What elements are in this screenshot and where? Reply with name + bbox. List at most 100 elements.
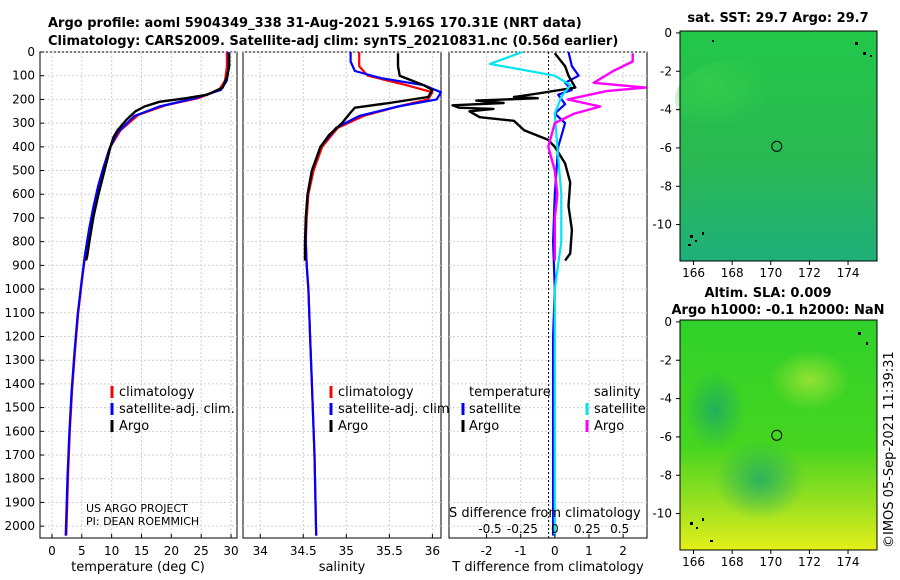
x2-tick-label: 0 xyxy=(551,522,559,536)
map-x-tick-label: 168 xyxy=(721,555,744,569)
depth-tick-label: 700 xyxy=(12,211,35,225)
salinity-xlabel: salinity xyxy=(319,560,366,575)
map-x-tick-label: 174 xyxy=(837,555,860,569)
sla-frame xyxy=(679,319,878,551)
depth-tick-label: 1400 xyxy=(4,377,35,391)
difference-grid xyxy=(449,51,647,538)
t-difference-xlabel: T difference from climatology xyxy=(451,560,644,575)
x-tick-label: 15 xyxy=(134,544,149,558)
sla-map-title: Altim. SLA: 0.009 xyxy=(705,286,832,301)
depth-tick-label: 500 xyxy=(12,164,35,178)
map-y-tick-label: -4 xyxy=(660,103,672,117)
legend-salinity-title: salinity xyxy=(594,385,641,400)
sst-warm-patch xyxy=(675,60,795,140)
depth-tick-label: 1100 xyxy=(4,306,35,320)
depth-tick-label: 1900 xyxy=(4,495,35,509)
depth-tick-label: 300 xyxy=(12,116,35,130)
map-x-tick-label: 172 xyxy=(798,555,821,569)
x-tick-label: 35 xyxy=(339,544,354,558)
x-tick-label: 35.5 xyxy=(376,544,403,558)
salinity-panel: 34 34.5 35 35.5 36 salinity climatology sate… xyxy=(242,51,454,575)
x2-tick-label: -0.25 xyxy=(507,522,538,536)
figure-title-line2: Climatology: CARS2009. Satellite-adj cli… xyxy=(48,34,618,49)
legend-t-argo: Argo xyxy=(469,419,499,434)
sla-low-patch xyxy=(715,440,805,520)
salinity-xticks: 34 34.5 35 35.5 36 xyxy=(253,534,440,558)
salinity-lines xyxy=(303,52,443,536)
t-difference-xticks: -2 -1 0 1 2 xyxy=(481,534,627,558)
series-t-satellite xyxy=(551,51,580,536)
project-credit: US ARGO PROJECT xyxy=(86,502,188,515)
map-y-tick-label: -2 xyxy=(660,64,672,78)
temperature-legend: climatology satellite-adj. clim. Argo xyxy=(110,385,235,434)
depth-tick-label: 0 xyxy=(27,45,35,59)
series-t-argo xyxy=(451,52,577,262)
sla-map-ticks: 166 168 170 172 174 0 -2 -4 -6 -8 -10 xyxy=(652,315,859,569)
sla-map-panel: Altim. SLA: 0.009 Argo h1000: -0.1 h2000… xyxy=(652,286,884,569)
pi-credit: PI: DEAN ROEMMICH xyxy=(86,515,199,528)
sst-map-title: sat. SST: 29.7 Argo: 29.7 xyxy=(687,11,868,26)
depth-ticks: 0 100 200 300 400 500 600 700 800 900 1000 1100 1200… xyxy=(4,45,44,533)
x-tick-label: 34 xyxy=(253,544,268,558)
temperature-lines xyxy=(64,52,231,536)
x2-tick-label: 0.25 xyxy=(574,522,601,536)
depth-tick-label: 800 xyxy=(12,235,35,249)
sla-low-patch-west xyxy=(685,370,745,450)
legend-temperature-title: temperature xyxy=(469,385,551,400)
salinity-legend: climatology satellite-adj. clim. Argo xyxy=(329,385,454,434)
map-y-tick-label: -6 xyxy=(660,430,672,444)
map-x-tick-label: 170 xyxy=(759,555,782,569)
map-x-tick-label: 168 xyxy=(721,266,744,280)
sst-map-panel: sat. SST: 29.7 Argo: 29.7 166 168 170 172 17… xyxy=(652,11,878,280)
depth-tick-label: 900 xyxy=(12,258,35,272)
series-argo xyxy=(303,53,434,261)
depth-tick-label: 600 xyxy=(12,187,35,201)
depth-tick-label: 1700 xyxy=(4,448,35,462)
map-x-tick-label: 170 xyxy=(759,266,782,280)
x-tick-label: 0 xyxy=(551,544,559,558)
map-y-tick-label: 0 xyxy=(664,315,672,329)
sst-frame xyxy=(679,30,878,262)
difference-legend: temperature salinity satellite Argo sate… xyxy=(461,385,646,434)
legend-satellite: satellite-adj. clim. xyxy=(119,402,235,417)
x-tick-label: -2 xyxy=(481,544,493,558)
x-tick-label: 25 xyxy=(194,544,209,558)
difference-panel: -2 -1 0 1 2 -0.5 -0.25 0 0.25 0.5 S difference f… xyxy=(448,50,648,575)
map-x-tick-label: 172 xyxy=(798,266,821,280)
x-tick-label: 34.5 xyxy=(290,544,317,558)
x-tick-label: 2 xyxy=(619,544,627,558)
legend-argo: Argo xyxy=(119,419,149,434)
salinity-grid xyxy=(243,51,441,538)
depth-tick-label: 2000 xyxy=(4,519,35,533)
x-tick-label: 36 xyxy=(425,544,440,558)
map-y-tick-label: -10 xyxy=(652,507,672,521)
x-tick-label: 5 xyxy=(78,544,86,558)
x2-tick-label: -0.5 xyxy=(478,522,501,536)
legend-argo: Argo xyxy=(338,419,368,434)
x-tick-label: 30 xyxy=(223,544,238,558)
depth-tick-label: 100 xyxy=(12,69,35,83)
legend-s-argo: Argo xyxy=(594,419,624,434)
legend-t-satellite: satellite xyxy=(469,402,521,417)
x-tick-label: 1 xyxy=(585,544,593,558)
map-x-tick-label: 166 xyxy=(682,266,705,280)
map-y-tick-label: -10 xyxy=(652,218,672,232)
sla-islands xyxy=(690,332,868,542)
depth-tick-label: 1200 xyxy=(4,329,35,343)
depth-tick-label: 1500 xyxy=(4,401,35,415)
sla-high-patch xyxy=(770,350,850,410)
depth-tick-label: 200 xyxy=(12,92,35,106)
x-tick-label: 10 xyxy=(104,544,119,558)
temperature-xticks: 0 5 10 15 20 25 30 xyxy=(48,534,239,558)
imos-timestamp: ©IMOS 05-Sep-2021 11:39:31 xyxy=(882,351,897,548)
temperature-axes xyxy=(39,51,238,539)
temperature-xlabel: temperature (deg C) xyxy=(71,560,205,575)
map-y-tick-label: -8 xyxy=(660,179,672,193)
figure-title-line1: Argo profile: aoml 5904349_338 31-Aug-20… xyxy=(48,16,582,31)
x-tick-label: 20 xyxy=(164,544,179,558)
series-s-satellite xyxy=(488,50,572,536)
x2-tick-label: 0.5 xyxy=(610,522,629,536)
series-argo xyxy=(84,53,231,261)
map-x-tick-label: 166 xyxy=(682,555,705,569)
